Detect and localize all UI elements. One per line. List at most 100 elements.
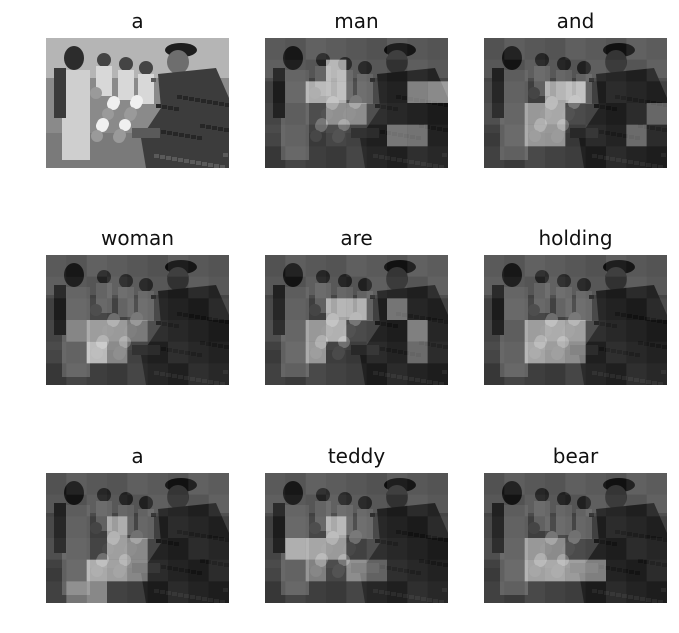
attention-cell [524, 59, 545, 82]
attention-cell [647, 516, 667, 538]
attention-cell [168, 298, 188, 320]
camo-patch [201, 99, 206, 103]
attention-cell [107, 255, 128, 277]
attention-cell [565, 38, 586, 60]
panel-word-title: bear [552, 444, 599, 468]
attention-highlight-cell [565, 81, 586, 103]
soldier-hand [132, 128, 160, 138]
attention-cell [387, 473, 408, 495]
attention-cell [326, 255, 346, 277]
attention-cell [305, 255, 326, 277]
attention-cell [306, 60, 326, 82]
attention-cell [647, 81, 667, 103]
attention-cell [428, 473, 448, 495]
attention-cell [606, 38, 626, 60]
attention-highlight-cell [127, 320, 148, 342]
attention-cell [524, 473, 545, 495]
attention-cell [504, 298, 525, 320]
attention-cell [265, 538, 286, 560]
attention-cell [285, 581, 306, 603]
background-child-body [138, 74, 154, 104]
attention-cell [305, 146, 326, 168]
attention-cell [387, 559, 408, 582]
attention-cell [585, 38, 606, 60]
attention-cell [585, 559, 606, 582]
attention-cell [86, 473, 107, 495]
attention-cell [565, 538, 586, 560]
attention-cell [107, 581, 128, 603]
attention-cell [346, 277, 366, 299]
attention-cell [326, 103, 347, 125]
attention-cell [545, 473, 565, 495]
attention-highlight-cell [326, 320, 347, 342]
attention-cell [366, 81, 387, 103]
attention-cell [407, 124, 428, 147]
attention-highlight-cell [524, 320, 545, 342]
panel-word-title: man [334, 9, 379, 33]
camo-patch [166, 156, 171, 160]
attention-highlight-cell [524, 124, 545, 147]
soldier-face [167, 50, 189, 74]
camo-patch [214, 164, 219, 168]
attention-highlight-cell [646, 103, 667, 125]
attention-cell [427, 276, 448, 299]
attention-cell [504, 146, 524, 168]
attention-highlight-cell [326, 59, 347, 82]
attention-cell [484, 146, 505, 168]
attention-cell [585, 298, 606, 320]
camo-patch [220, 165, 225, 168]
attention-cell [208, 538, 229, 560]
flower [125, 107, 137, 119]
attention-cell [387, 124, 408, 147]
attention-cell [606, 538, 626, 560]
attention-cell [188, 363, 209, 385]
camo-patch [208, 163, 213, 167]
attention-map [265, 38, 448, 168]
attention-highlight-cell [326, 538, 347, 560]
attention-cell [326, 363, 347, 385]
camo-patch [190, 160, 195, 164]
camo-patch [173, 132, 178, 136]
attention-highlight-cell [565, 320, 586, 342]
attention-cell [585, 494, 606, 517]
attention-cell [127, 298, 148, 320]
attention-highlight-cell [366, 559, 387, 582]
attention-cell [387, 81, 407, 103]
attention-cell [387, 103, 408, 125]
attention-cell [285, 320, 306, 342]
camo-patch [154, 154, 159, 158]
flower [102, 108, 114, 120]
attention-cell [606, 146, 627, 168]
attention-cell [626, 320, 646, 342]
attention-cell [387, 38, 408, 60]
attention-cell [168, 341, 189, 364]
attention-cell [346, 81, 367, 103]
attention-cell [565, 298, 586, 320]
attention-cell [46, 341, 67, 364]
camo-patch [219, 102, 224, 106]
attention-cell [366, 538, 387, 560]
attention-cell [407, 38, 428, 60]
attention-cell [46, 560, 66, 582]
attention-highlight-cell [127, 538, 148, 560]
attention-map [46, 38, 229, 168]
attention-cell [305, 516, 326, 538]
attention-cell [168, 363, 188, 385]
attention-highlight-cell [305, 341, 326, 364]
soldier-body [141, 68, 229, 168]
attention-cell [524, 494, 545, 517]
attention-cell [545, 341, 566, 364]
attention-cell [545, 146, 566, 168]
attention-cell [545, 298, 565, 320]
attention-cell [46, 320, 67, 342]
attention-cell [66, 276, 87, 299]
girl-head [64, 46, 84, 70]
attention-cell [586, 516, 606, 538]
camo-patch [151, 78, 156, 82]
attention-cell [524, 363, 545, 385]
camo-patch [183, 96, 188, 100]
flower [131, 95, 143, 107]
attention-map [265, 255, 448, 385]
attention-cell [107, 494, 128, 517]
attention-cell [626, 560, 646, 582]
